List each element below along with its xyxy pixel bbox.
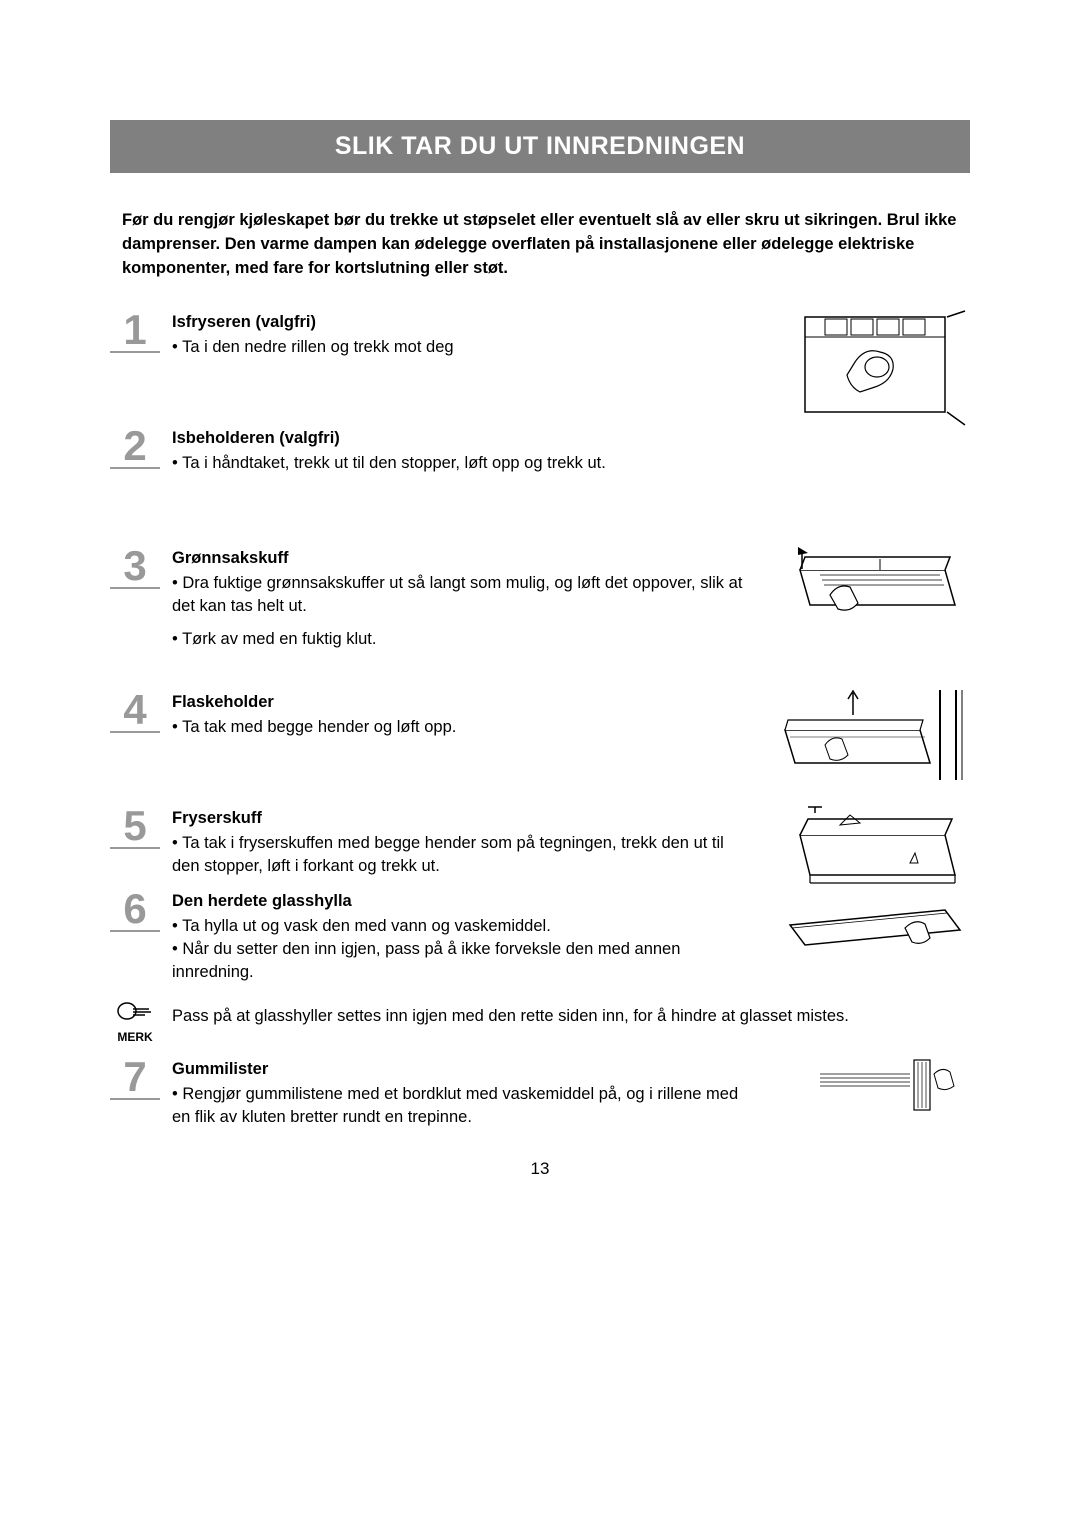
illustration-flaskeholder <box>770 685 970 795</box>
step-number-2: 2 <box>110 425 160 469</box>
step-title-2: Isbeholderen (valgfri) <box>172 429 750 448</box>
page-number: 13 <box>110 1159 970 1179</box>
step-7: 7 Gummilister • Rengjør gummilistene med… <box>110 1060 970 1129</box>
illustration-gummilister <box>810 1054 970 1124</box>
step-text-2: • Ta i håndtaket, trekk ut til den stopp… <box>172 452 750 475</box>
page-title-bar: SLIK TAR DU UT INNREDNINGEN <box>110 120 970 173</box>
step-3: 3 Grønnsakskuff • Dra fuktige grønnsaksk… <box>110 549 970 651</box>
step-content-2: Isbeholderen (valgfri) • Ta i håndtaket,… <box>172 429 970 475</box>
step-text-6: • Ta hylla ut og vask den med vann og va… <box>172 915 750 984</box>
step-text-7: • Rengjør gummilistene med et bordklut m… <box>172 1083 750 1129</box>
page-title: SLIK TAR DU UT INNREDNINGEN <box>335 132 745 160</box>
steps-container: 1 Isfryseren (valgfri) • Ta i den nedre … <box>110 313 970 1129</box>
step-text-4: • Ta tak med begge hender og løft opp. <box>172 716 750 739</box>
step-title-3: Grønnsakskuff <box>172 549 750 568</box>
note-badge: MERK <box>110 999 160 1044</box>
step-text-1: • Ta i den nedre rillen og trekk mot deg <box>172 336 750 359</box>
step-number-7: 7 <box>110 1056 160 1100</box>
step-6: 6 Den herdete glasshylla • Ta hylla ut o… <box>110 892 970 984</box>
step-title-5: Fryserskuff <box>172 809 750 828</box>
step-2: 2 Isbeholderen (valgfri) • Ta i håndtake… <box>110 429 970 489</box>
step-title-1: Isfryseren (valgfri) <box>172 313 750 332</box>
note-label: MERK <box>110 1030 160 1044</box>
intro-paragraph: Før du rengjør kjøleskapet bør du trekke… <box>110 209 970 281</box>
step-4: 4 Flaskeholder • Ta tak med begge hender… <box>110 693 970 753</box>
step-1: 1 Isfryseren (valgfri) • Ta i den nedre … <box>110 313 970 373</box>
step-number-3: 3 <box>110 545 160 589</box>
step-5: 5 Fryserskuff • Ta tak i fryserskuffen m… <box>110 809 970 878</box>
step-number-1: 1 <box>110 309 160 353</box>
step-number-6: 6 <box>110 888 160 932</box>
step-number-5: 5 <box>110 805 160 849</box>
step-title-7: Gummilister <box>172 1060 750 1079</box>
step-title-4: Flaskeholder <box>172 693 750 712</box>
note-hand-icon <box>110 999 160 1028</box>
step-title-6: Den herdete glasshylla <box>172 892 750 911</box>
step-text-extra-3: • Tørk av med en fuktig klut. <box>172 628 750 651</box>
illustration-gronnsakskuff <box>780 545 970 640</box>
illustration-fryserskuff <box>780 805 970 905</box>
step-text-3: • Dra fuktige grønnsakskuffer ut så lang… <box>172 572 750 618</box>
step-text-5: • Ta tak i fryserskuffen med begge hende… <box>172 832 750 878</box>
illustration-glasshylle <box>780 900 970 965</box>
note-text: Pass på at glasshyller settes inn igjen … <box>172 999 849 1028</box>
illustration-isfryser <box>785 307 970 437</box>
step-number-4: 4 <box>110 689 160 733</box>
note-row: MERK Pass på at glasshyller settes inn i… <box>110 999 970 1044</box>
